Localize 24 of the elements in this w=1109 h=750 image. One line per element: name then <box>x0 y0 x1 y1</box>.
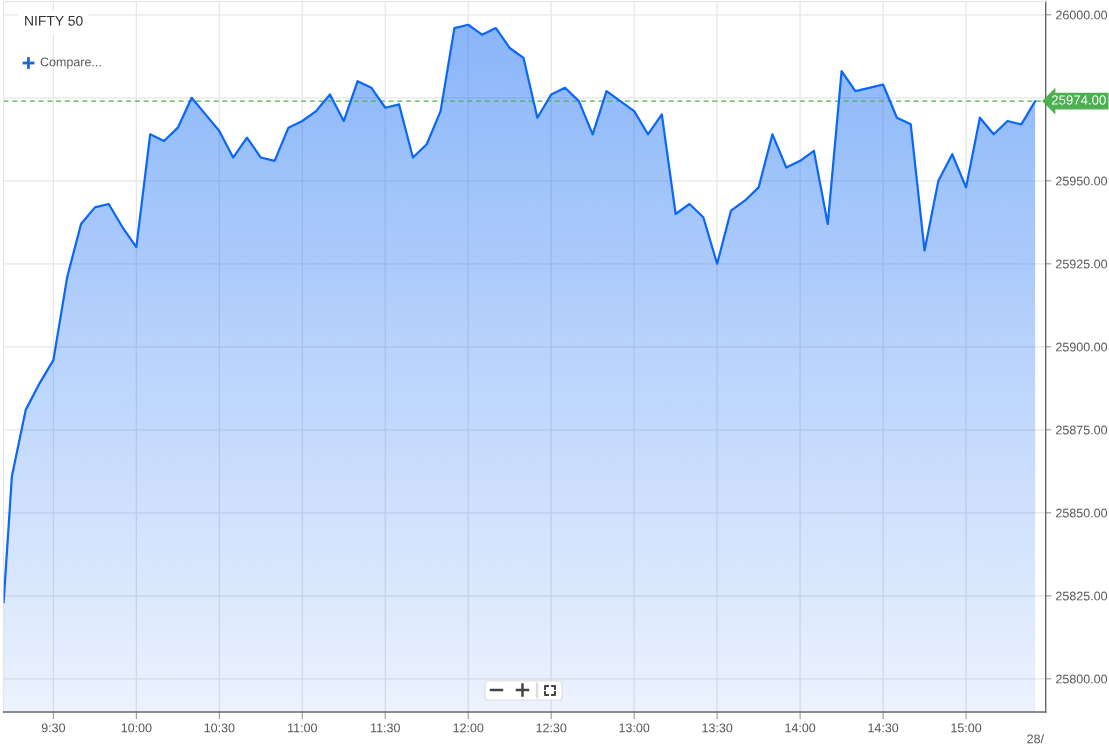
x-tick-label: 11:30 <box>371 723 400 733</box>
y-tick-label: 25950.00 <box>1056 176 1108 186</box>
y-tick-label: 25850.00 <box>1056 508 1108 518</box>
x-tick-label: 12:30 <box>536 723 567 733</box>
x-tick-label: 10:00 <box>121 723 152 733</box>
x-tick-label: 14:30 <box>868 723 899 733</box>
y-tick-label: 25800.00 <box>1056 674 1108 684</box>
x-tick-label: 13:30 <box>702 723 733 733</box>
ref-line-label: 25974.00 <box>1051 95 1106 105</box>
x-tick-label: 12:00 <box>453 723 484 733</box>
x-tick-label: 9:30 <box>41 723 66 733</box>
x-tick-label: 14:00 <box>785 723 816 733</box>
y-tick-label: 25825.00 <box>1056 591 1108 601</box>
y-tick-label: 25925.00 <box>1056 259 1108 269</box>
y-tick-label: 25875.00 <box>1056 425 1108 435</box>
x-tick-label: 10:30 <box>204 723 235 733</box>
text: NIFTY 50 <box>25 15 83 26</box>
x-tick-label: 15:00 <box>951 723 982 733</box>
annotation: Compare... <box>40 57 101 69</box>
x-tick-label: 11:00 <box>288 723 317 733</box>
text: 28/ <box>1027 734 1044 744</box>
x-tick-label: 13:00 <box>619 723 650 733</box>
y-tick-label: 25900.00 <box>1056 342 1108 352</box>
y-tick-label: 26000.00 <box>1056 10 1108 20</box>
